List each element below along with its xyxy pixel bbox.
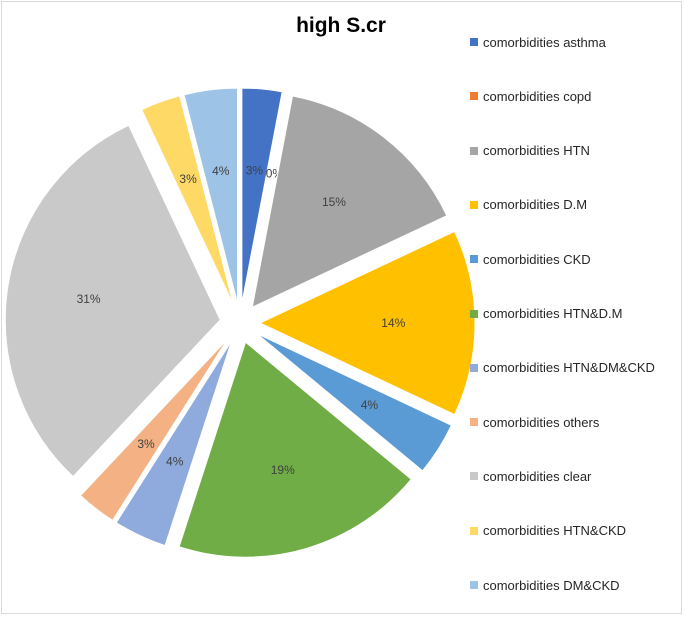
pie-slice-comorbidities-htn-d-m bbox=[178, 341, 412, 558]
data-label-comorbidities-others: 3% bbox=[137, 437, 155, 451]
legend-item-comorbidities-dm-ckd: comorbidities DM&CKD bbox=[470, 575, 620, 595]
pie-slice-comorbidities-d-m bbox=[258, 230, 476, 416]
data-label-comorbidities-d-m: 14% bbox=[381, 316, 405, 330]
legend-label: comorbidities CKD bbox=[483, 251, 591, 267]
legend-swatch bbox=[470, 363, 478, 372]
pie-slice-comorbidities-dm-ckd bbox=[183, 87, 238, 304]
legend-label: comorbidities HTN&D.M bbox=[483, 306, 623, 321]
legend-swatch bbox=[470, 200, 478, 209]
legend-label: comorbidities clear bbox=[483, 468, 592, 484]
data-label-comorbidities-htn-ckd: 3% bbox=[179, 172, 197, 186]
legend-label: comorbidities others bbox=[483, 414, 600, 430]
data-label-comorbidities-htn-d-m: 19% bbox=[271, 463, 295, 477]
legend-label: comorbidities DM&CKD bbox=[483, 577, 620, 593]
legend-item-comorbidities-clear: comorbidities clear bbox=[470, 466, 591, 486]
legend-item-comorbidities-htn-ckd: comorbidities HTN&CKD bbox=[470, 521, 626, 541]
legend-swatch bbox=[470, 472, 478, 481]
legend-label: comorbidities HTN&CKD bbox=[483, 523, 627, 539]
legend-swatch bbox=[470, 418, 478, 427]
legend-item-comorbidities-copd: comorbidities copd bbox=[470, 86, 591, 106]
legend-item-comorbidities-ckd: comorbidities CKD bbox=[470, 249, 591, 269]
data-label-comorbidities-clear: 31% bbox=[77, 292, 101, 306]
data-label-comorbidities-ckd: 4% bbox=[361, 398, 379, 412]
pie-slice-comorbidities-htn-ckd bbox=[141, 95, 234, 305]
legend-swatch bbox=[470, 92, 478, 101]
legend-swatch bbox=[470, 38, 478, 46]
legend-label: comorbidities copd bbox=[483, 88, 592, 104]
pie-slice-comorbidities-asthma bbox=[241, 87, 283, 304]
pie-slice-comorbidities-others bbox=[79, 338, 229, 522]
legend-swatch bbox=[470, 581, 478, 589]
legend-item-comorbidities-htn-dm-ckd: comorbidities HTN&DM&CKD bbox=[470, 358, 655, 378]
pie-slice-comorbidities-htn-dm-ckd bbox=[115, 340, 232, 547]
pie-slice-comorbidities-clear bbox=[4, 124, 221, 478]
data-label-comorbidities-htn: 15% bbox=[322, 195, 346, 209]
legend-swatch bbox=[470, 146, 478, 155]
legend-item-comorbidities-htn: comorbidities HTN bbox=[470, 141, 590, 161]
legend-label: comorbidities HTN&DM&CKD bbox=[483, 360, 655, 376]
legend-label: comorbidities D.M bbox=[483, 197, 588, 213]
legend-label: comorbidities asthma bbox=[483, 34, 606, 50]
legend-item-comorbidities-asthma: comorbidities asthma bbox=[470, 32, 606, 52]
data-label-comorbidities-dm-ckd: 4% bbox=[212, 164, 230, 178]
legend-item-comorbidities-htn-d-m: comorbidities HTN&D.M bbox=[470, 304, 622, 324]
pie-slice-comorbidities-ckd bbox=[256, 333, 453, 472]
pie-slice-comorbidities-htn bbox=[251, 95, 448, 309]
legend-swatch bbox=[470, 309, 478, 318]
data-label-comorbidities-htn-dm-ckd: 4% bbox=[166, 455, 184, 469]
legend-item-comorbidities-d-m: comorbidities D.M bbox=[470, 195, 587, 215]
legend-swatch bbox=[470, 526, 478, 535]
legend-item-comorbidities-others: comorbidities others bbox=[470, 412, 599, 432]
legend-label: comorbidities HTN bbox=[483, 143, 590, 159]
chart-title: high S.cr bbox=[296, 14, 386, 37]
legend-swatch bbox=[470, 255, 478, 264]
data-label-comorbidities-asthma: 3% bbox=[246, 163, 264, 177]
